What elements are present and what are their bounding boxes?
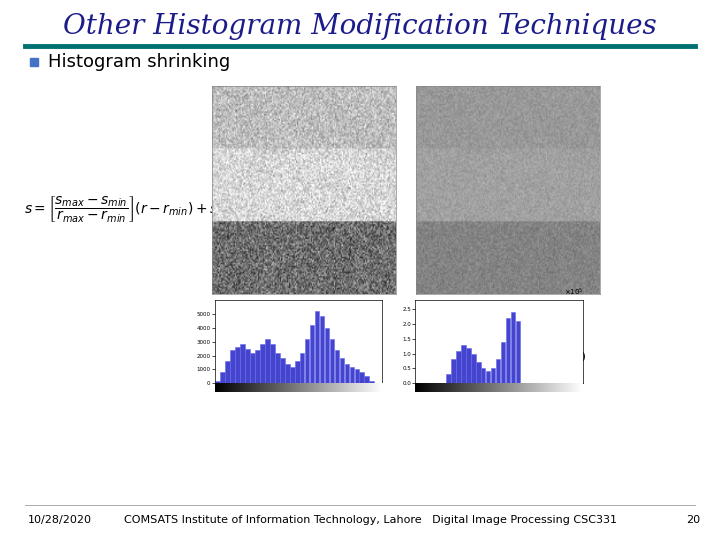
Bar	[280, 359, 284, 383]
Bar	[486, 372, 490, 383]
Bar	[246, 348, 250, 383]
Text: (c): (c)	[295, 352, 310, 362]
Bar	[305, 339, 310, 383]
Bar	[516, 321, 521, 383]
Bar	[310, 325, 315, 383]
Bar	[285, 364, 289, 383]
Text: COMSATS Institute of Information Technology, Lahore   Digital Image Processing C: COMSATS Institute of Information Technol…	[124, 515, 616, 525]
Bar	[215, 381, 220, 383]
Text: 10/28/2020: 10/28/2020	[28, 515, 92, 525]
Text: (b): (b)	[570, 90, 586, 100]
Bar	[325, 328, 329, 383]
Bar	[500, 342, 505, 383]
Bar	[369, 381, 374, 383]
Bar	[466, 348, 471, 383]
Bar	[255, 350, 260, 383]
Bar	[275, 353, 279, 383]
Bar	[250, 353, 255, 383]
Bar	[364, 376, 369, 383]
Bar	[315, 311, 320, 383]
Bar	[295, 361, 300, 383]
Bar	[345, 364, 349, 383]
Text: $s = \left[\dfrac{s_{max} - s_{min}}{r_{max} - r_{min}}\right](r - r_{min}) + s_: $s = \left[\dfrac{s_{max} - s_{min}}{r_{…	[24, 195, 236, 225]
Bar	[260, 345, 265, 383]
Bar	[451, 360, 456, 383]
Bar	[335, 350, 339, 383]
Bar	[481, 368, 485, 383]
Bar	[446, 374, 451, 383]
Bar	[290, 367, 294, 383]
Bar	[496, 360, 500, 383]
Bar	[340, 359, 344, 383]
Text: (d): (d)	[570, 352, 586, 362]
Bar	[235, 347, 240, 383]
Bar	[476, 362, 480, 383]
Text: 20: 20	[686, 515, 700, 525]
Bar	[230, 350, 235, 383]
Text: Other Histogram Modification Techniques: Other Histogram Modification Techniques	[63, 14, 657, 40]
Bar	[270, 345, 274, 383]
Bar	[225, 361, 230, 383]
Bar	[505, 318, 510, 383]
Bar	[220, 372, 225, 383]
Text: $\times 10^{5}$: $\times 10^{5}$	[564, 287, 583, 298]
Text: Histogram shrinking: Histogram shrinking	[48, 53, 230, 71]
Text: (a): (a)	[295, 90, 311, 100]
Bar	[330, 339, 334, 383]
Bar	[359, 372, 364, 383]
Bar	[354, 369, 359, 383]
Bar	[461, 345, 466, 383]
Bar	[510, 312, 516, 383]
Bar	[471, 354, 475, 383]
Bar	[491, 368, 495, 383]
Bar	[456, 350, 461, 383]
Bar	[300, 353, 305, 383]
Bar	[320, 316, 325, 383]
Bar	[30, 58, 38, 66]
Bar	[240, 345, 245, 383]
Bar	[265, 339, 270, 383]
Bar	[349, 367, 354, 383]
